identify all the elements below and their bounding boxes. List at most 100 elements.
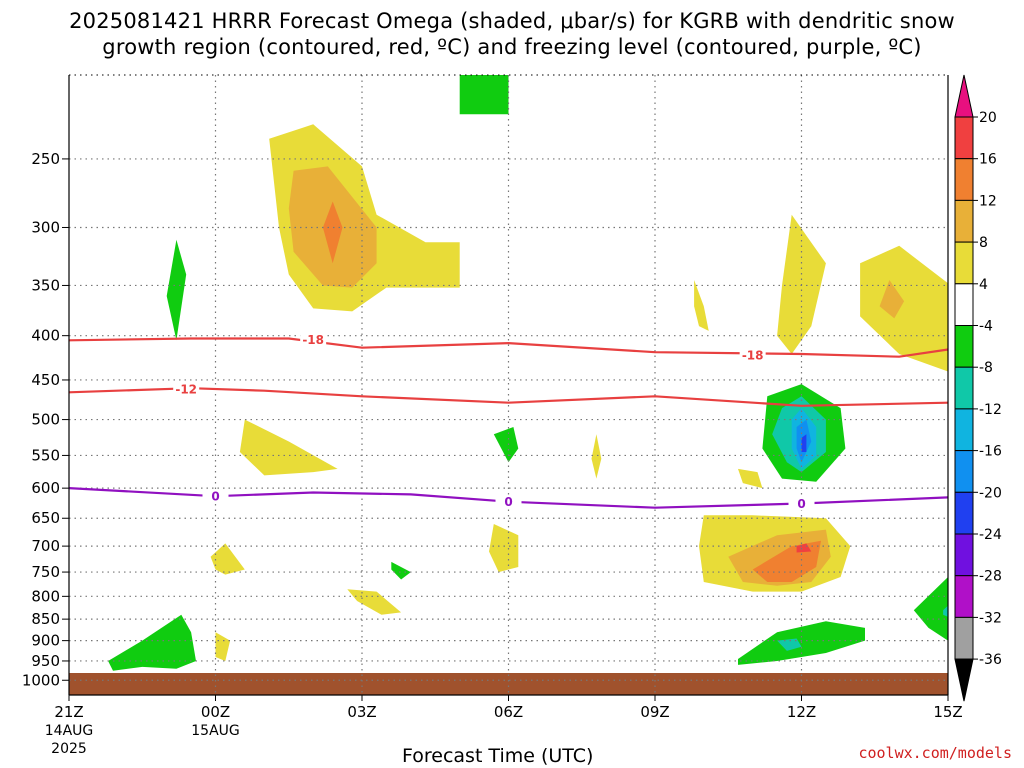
source-link[interactable]: coolwx.com/models [858,744,1012,762]
colorbar-label-13: -36 [979,652,1002,668]
chart-title: 2025081421 HRRR Forecast Omega (shaded, … [0,8,1024,60]
x-tick-label-15Z: 15Z [933,703,962,721]
x-date-label-15AUG: 15AUG [191,723,240,739]
colorbar-label-6: -8 [979,360,993,376]
ground-below-surface [69,673,948,695]
omega-region-4 [459,75,509,115]
omega-region-8 [694,280,709,331]
contour-label-bg-0-1 [495,494,522,509]
colorbar-bin-2 [954,199,974,243]
x-tick-label-00Z: 00Z [201,703,230,721]
y-tick-label-850: 850 [31,610,60,628]
y-tick-label-350: 350 [31,276,60,294]
omega-region-30 [913,577,948,641]
axes: 250 300 350 400 450 500 550 600 650 700 750 800 850 9… [22,74,963,757]
x-date-label-14AUG: 14AUG [45,723,94,739]
colorbar-label-0: 20 [979,110,997,126]
contour-label-bg--12-0 [173,382,200,397]
colorbar-bin-5 [954,325,974,368]
omega-region-5 [239,419,338,476]
omega-region-2 [322,201,343,264]
contour-line--18 [68,337,949,358]
x-tick-label-21Z: 21Z [54,703,83,721]
contour-line--12 [68,387,949,407]
contour-label-0-0: 0 [211,490,219,504]
y-tick-label-550: 550 [31,446,60,464]
omega-region-31 [943,605,948,617]
y-tick-label-400: 400 [31,327,60,345]
colorbar-bin-10 [954,533,974,577]
omega-region-6 [493,427,519,463]
colorbar: 20 16 12 8 4 -4 -8 -12 -16 -20 -24 -28 -32 -36 [954,74,1002,702]
omega-region-10 [860,245,948,372]
contour-label-bg--18-0 [300,332,327,347]
contour-label-bg--18-1 [739,347,766,362]
colorbar-bin-11 [954,575,974,618]
chart-title-line1: 2025081421 HRRR Forecast Omega (shaded, … [69,9,955,33]
colorbar-bin-6 [954,366,974,410]
omega-region-17 [801,434,807,452]
x-year-label: 2025 [51,741,87,757]
colorbar-top-arrow [954,74,974,118]
omega-shaded-regions [108,75,948,671]
colorbar-bin-0 [954,116,974,160]
omega-region-26 [215,632,231,661]
omega-region-23 [489,524,519,573]
contour-label-bg-0-0 [202,489,229,504]
y-tick-label-450: 450 [31,371,60,389]
colorbar-label-12: -32 [979,610,1002,626]
x-tick-label-09Z: 09Z [640,703,669,721]
colorbar-label-1: 16 [979,152,997,168]
chart-title-line2: growth region (contoured, red, ºC) and f… [102,35,922,59]
y-tick-label-500: 500 [31,411,60,429]
y-tick-label-900: 900 [31,632,60,650]
grid-lines [69,75,948,695]
contour-label--18-0: -18 [302,333,324,347]
x-tick-label-06Z: 06Z [494,703,523,721]
omega-region-22 [210,543,245,575]
colorbar-label-9: -20 [979,485,1002,501]
colorbar-label-2: 12 [979,193,997,209]
colorbar-bin-8 [954,450,974,493]
colorbar-label-5: -4 [979,319,993,335]
y-tick-label-1000: 1000 [22,671,60,689]
ground-layer [69,673,948,695]
contour-label-0-2: 0 [797,497,805,511]
y-tick-label-250: 250 [31,150,60,168]
colorbar-label-11: -28 [979,569,1002,585]
y-tick-label-600: 600 [31,479,60,497]
temperature-contours: -18 -18 -12 0 0 0 [68,332,949,511]
y-tick-label-300: 300 [31,218,60,236]
contour-line-0 [68,487,949,509]
y-tick-label-700: 700 [31,537,60,555]
contour-label--12-0: -12 [175,383,197,397]
contour-label-bg-0-2 [788,496,815,511]
y-tick-label-650: 650 [31,509,60,527]
x-tick-label-12Z: 12Z [787,703,816,721]
colorbar-bin-9 [954,491,974,535]
colorbar-bin-1 [954,158,974,201]
colorbar-bin-7 [954,408,974,452]
omega-region-11 [879,280,905,319]
omega-region-29 [777,638,802,651]
colorbar-label-4: 4 [979,277,988,293]
omega-region-7 [591,434,602,479]
omega-region-27 [108,614,196,671]
y-tick-label-800: 800 [31,587,60,605]
omega-region-3 [166,239,187,341]
omega-region-28 [738,621,865,665]
colorbar-bottom-arrow [954,658,974,702]
contour-label-0-1: 0 [504,495,512,509]
omega-region-21 [796,543,812,553]
y-tick-label-950: 950 [31,652,60,670]
colorbar-bin-12 [954,616,974,660]
colorbar-label-7: -12 [979,402,1002,418]
omega-region-25 [347,589,402,615]
colorbar-bin-3 [954,241,974,285]
contour-label--18-1: -18 [742,348,764,362]
colorbar-bin-4 [954,283,974,326]
y-tick-label-750: 750 [31,563,60,581]
colorbar-label-3: 8 [979,235,988,251]
colorbar-label-10: -24 [979,527,1002,543]
